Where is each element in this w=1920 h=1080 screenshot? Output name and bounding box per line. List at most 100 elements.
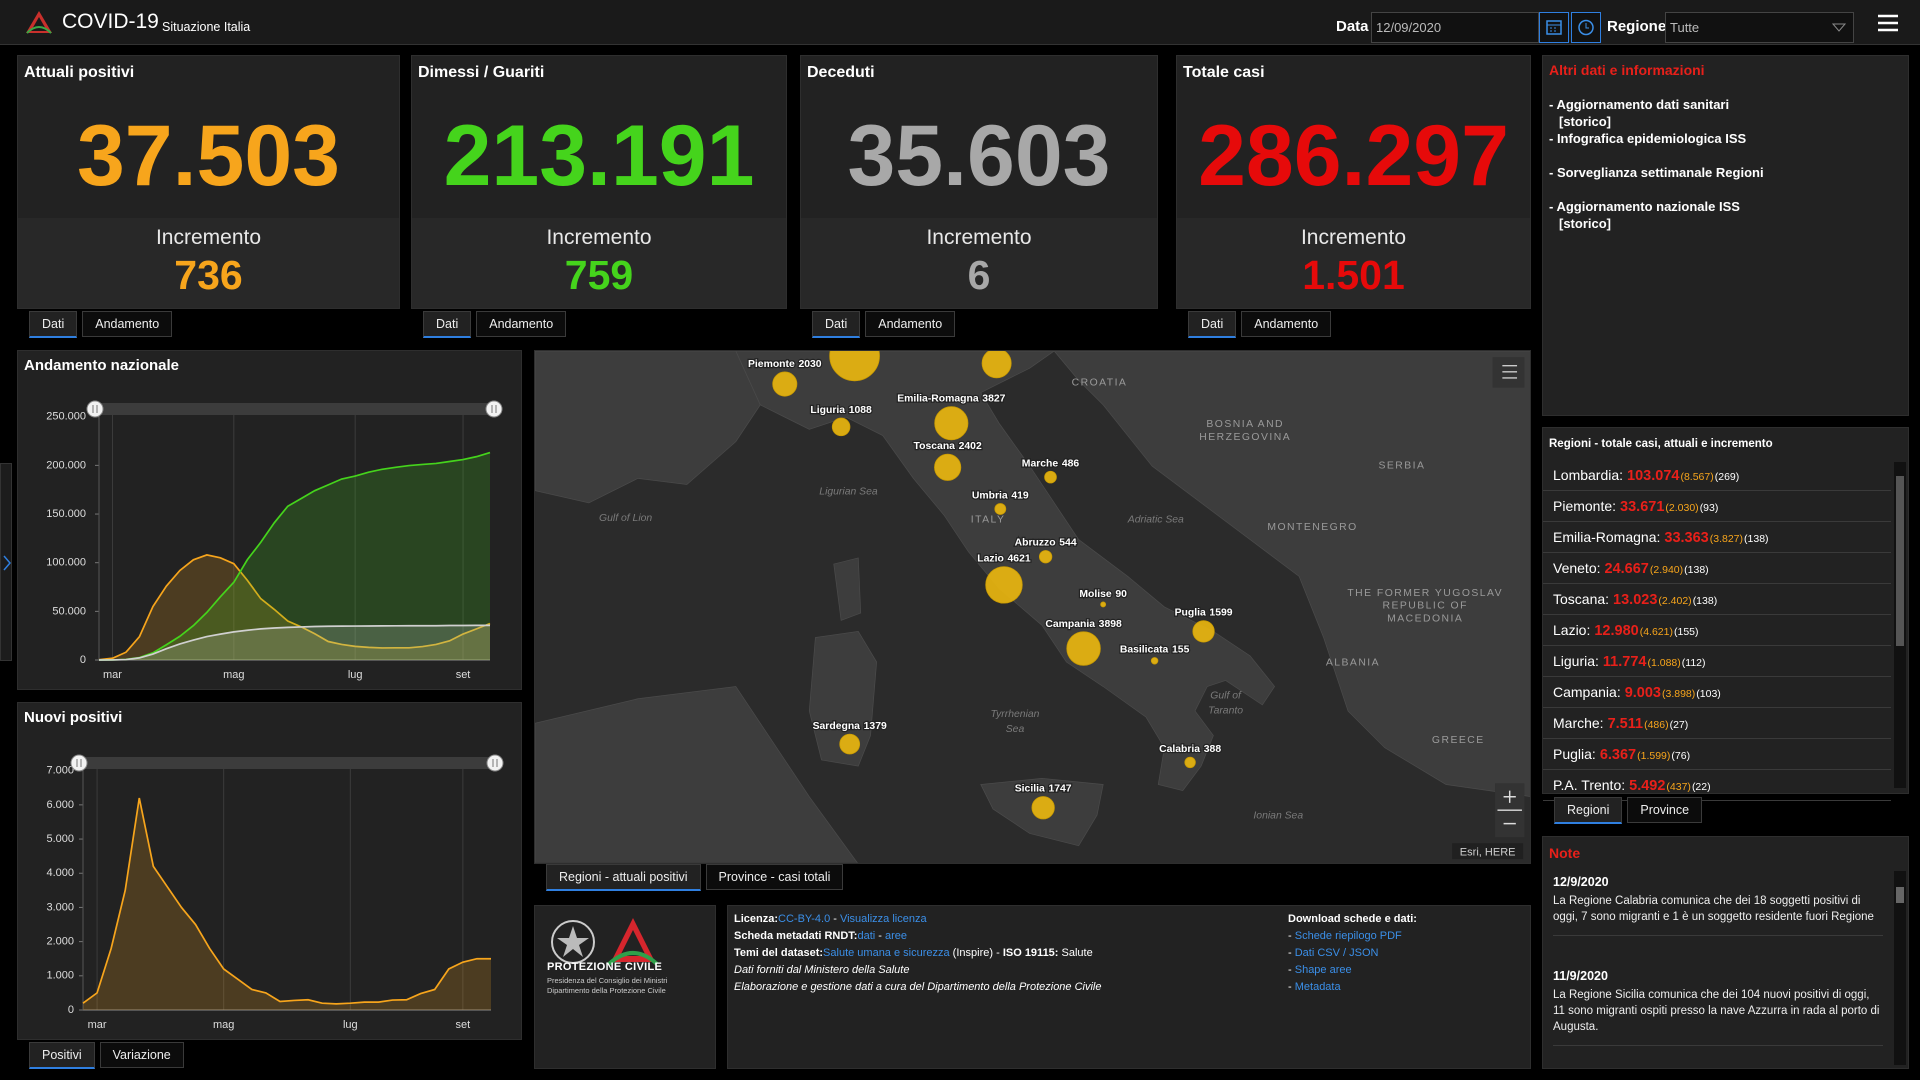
link[interactable]: Salute umana e sicurezza [823,947,950,959]
region-bubble[interactable] [934,406,969,441]
link[interactable]: aree [885,930,908,942]
info-link[interactable]: - Aggiornamento dati sanitari [storico] [1549,96,1729,130]
map: CROATIA BOSNIA AND HERZEGOVINA SERBIA MONTEN… [535,351,1530,863]
download-row: - Schede riepilogo PDF [1288,928,1417,945]
license-info: Licenza:CC-BY-4.0 - Visualizza licenza Sc… [734,911,1102,996]
tab[interactable]: Dati [812,311,861,338]
region-bubble[interactable] [994,503,1007,515]
chart: mar mag lug set 0 1.000 2.000 3.000 4.000 5.000 6.… [46,754,504,1031]
tab[interactable]: Variazione [99,1042,184,1068]
bubble-label: Basilicata 155 [1120,645,1190,656]
bubble-name: Lazio [977,554,1004,565]
calendar-button[interactable] [1539,12,1569,43]
side-toggle[interactable] [0,463,12,661]
slider-handle[interactable] [86,400,104,418]
y-tick-label: 0 [68,1004,74,1016]
link[interactable]: Schede riepilogo PDF [1294,930,1402,942]
bubble-label: Puglia 1599 [1175,608,1233,619]
region-bubble[interactable] [829,351,880,382]
sea-label: Ionian Sea [1253,811,1303,822]
card-value: 213.191 [443,108,755,204]
tab[interactable]: Andamento [476,311,567,337]
date-input[interactable]: 12/09/2020 [1371,12,1539,43]
link[interactable]: Metadata [1294,981,1341,993]
slider-handle[interactable] [486,754,504,772]
tab[interactable]: Andamento [865,311,956,337]
region-row: Lazio: 12.980(4.621)(155) [1543,615,1891,646]
time-button[interactable] [1571,12,1601,43]
region-bubble[interactable] [985,566,1023,604]
region-bubble[interactable] [1150,657,1159,665]
tab[interactable]: Province [1627,797,1703,823]
sea-label: Taranto [1208,705,1243,716]
info-link[interactable]: - Infografica epidemiologica ISS [1549,130,1746,147]
download-row: - Metadata [1288,979,1417,996]
bubble-label: Marche 486 [1022,458,1080,469]
region-bubble[interactable] [831,417,851,437]
region-bubble[interactable] [1044,470,1057,484]
range-slider[interactable] [95,403,494,415]
region-bubble[interactable] [1066,631,1101,666]
tab[interactable]: Regioni [1554,797,1623,824]
region-bubble[interactable] [1100,601,1107,608]
link[interactable]: CC-BY-4.0 [778,913,831,925]
bubble-label: Abruzzo 544 [1015,538,1077,549]
region-select[interactable]: Tutte [1665,12,1854,43]
country-label: GREECE [1432,735,1485,746]
region-total: 33.671 [1620,499,1665,515]
y-tick-label: 3.000 [46,901,74,913]
bubble-name: Calabria [1159,744,1200,755]
tab[interactable]: Dati [423,311,472,338]
region-bubble[interactable] [1038,550,1053,564]
bubble-label: Campania 3898 [1045,619,1122,630]
scroll-thumb[interactable] [1896,476,1904,646]
region-increment: (27) [1669,719,1689,731]
emblem [551,920,595,964]
tab[interactable]: Province - casi totali [705,864,844,890]
scrollbar[interactable] [1894,871,1906,1065]
region-bubble[interactable] [934,453,962,481]
tab[interactable]: Andamento [1241,311,1332,337]
link[interactable]: dati [857,930,876,942]
emblem-star [557,926,589,957]
bubble-value: 1747 [1048,784,1071,795]
logo-panel: PROTEZIONE CIVILE Presidenza del Consigli… [534,905,716,1069]
region-row: Liguria: 11.774(1.088)(112) [1543,646,1891,677]
bubble-name: Liguria [810,405,845,416]
pc-swoosh [607,951,659,966]
license-row: Licenza:CC-BY-4.0 - Visualizza licenza [734,911,1102,928]
info-link[interactable]: - Aggiornamento nazionale ISS [storico] [1549,198,1740,232]
app-title: COVID-19 [62,10,159,33]
tab[interactable]: Dati [1188,311,1237,338]
tab[interactable]: Regioni - attuali positivi [546,864,701,891]
tab[interactable]: Dati [29,311,78,338]
region-bubble[interactable] [1192,620,1215,643]
tab[interactable]: Andamento [82,311,173,337]
tab-bar: Regioni - attuali positivi Province - cas… [546,864,844,891]
link[interactable]: Dati CSV / JSON [1294,947,1379,959]
region-bubble[interactable] [1184,756,1196,769]
region-bubble[interactable] [1031,796,1055,820]
region-name: Toscana: [1553,591,1610,607]
info-link[interactable]: - Sorveglianza settimanale Regioni [1549,164,1764,181]
chart: mar mag lug set 0 50.000 100.000 150.000 200.000… [46,400,503,681]
region-bubble[interactable] [981,351,1012,379]
text: Dati forniti dal Ministero della Salute [734,964,910,976]
tab-bar: Dati Andamento [1188,311,1332,338]
range-slider[interactable] [79,757,495,769]
link[interactable]: Visualizza licenza [839,913,927,925]
scroll-thumb[interactable] [1896,887,1904,903]
text: Salute [1058,947,1093,959]
y-tick-label: 4.000 [46,867,74,879]
x-tick-label: lug [348,669,363,681]
slider-handle[interactable] [70,754,88,772]
tab[interactable]: Positivi [29,1042,95,1069]
region-bubble[interactable] [839,733,861,755]
slider-handle[interactable] [485,400,503,418]
logo-name: PROTEZIONE CIVILE [547,961,663,973]
menu-button[interactable] [1873,8,1903,38]
y-tick-label: 6.000 [46,799,74,811]
link[interactable]: Shape aree [1294,964,1352,976]
kpi-card: Deceduti 35.603 Incremento 6 [800,55,1158,309]
region-bubble[interactable] [772,371,798,397]
